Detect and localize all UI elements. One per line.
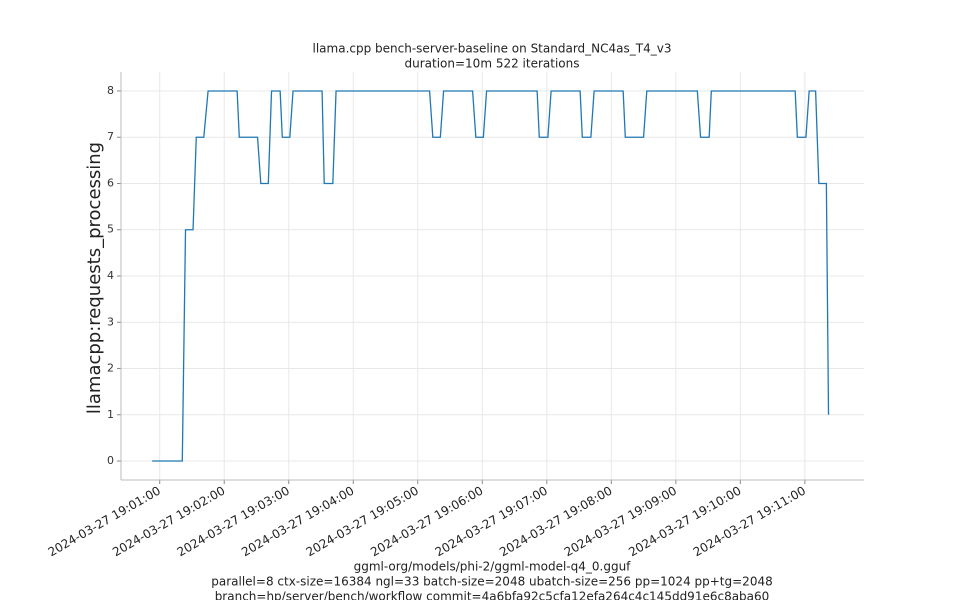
footer-line: branch=hp/server/bench/workflow commit=4… xyxy=(215,590,770,600)
y-tick-label: 2 xyxy=(107,362,114,375)
y-tick-label: 3 xyxy=(107,315,114,328)
y-tick-label: 0 xyxy=(107,454,114,467)
y-tick-label: 5 xyxy=(107,223,114,236)
y-tick-label: 6 xyxy=(107,176,114,189)
data-line xyxy=(152,90,830,462)
y-tick-label: 4 xyxy=(107,269,114,282)
chart-subtitle: duration=10m 522 iterations xyxy=(405,57,580,71)
y-axis-label: llamacpp:requests_processing xyxy=(84,142,105,414)
footer-line: parallel=8 ctx-size=16384 ngl=33 batch-s… xyxy=(211,575,772,589)
chart-title: llama.cpp bench-server-baseline on Stand… xyxy=(313,42,672,56)
y-tick-label: 7 xyxy=(107,130,114,143)
y-tick-label: 8 xyxy=(107,84,114,97)
footer-line: ggml-org/models/phi-2/ggml-model-q4_0.gg… xyxy=(354,560,632,574)
y-tick-label: 1 xyxy=(107,408,114,421)
